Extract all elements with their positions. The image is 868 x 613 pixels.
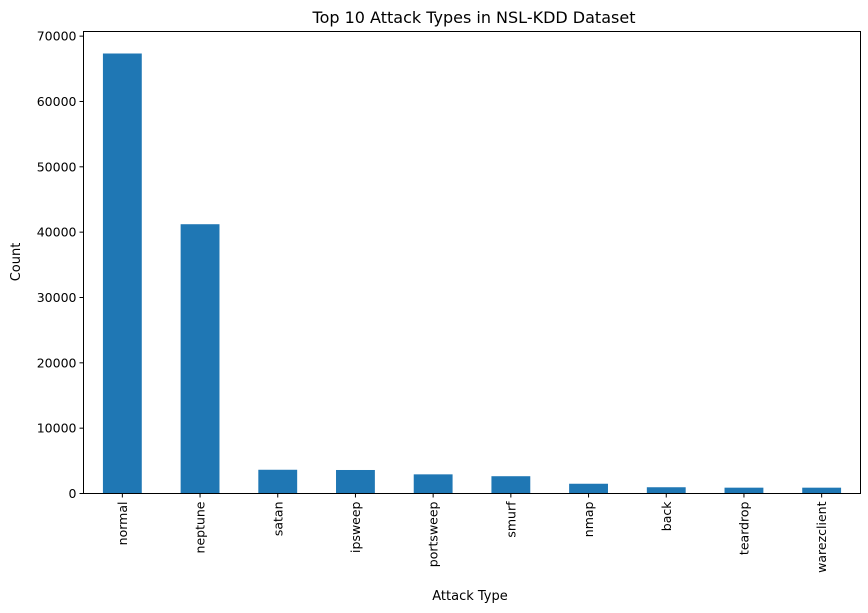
bar-nmap bbox=[569, 483, 608, 494]
y-tick-label-20000: 20000 bbox=[37, 355, 77, 370]
x-tick-label-nmap: nmap bbox=[581, 501, 596, 537]
y-axis: 0 10000 20000 30000 40000 50000 60000 70000 bbox=[37, 29, 84, 501]
x-tick-label-satan: satan bbox=[270, 502, 285, 537]
x-tick-label-normal: normal bbox=[115, 502, 130, 546]
bar-portsweep bbox=[413, 474, 453, 494]
bar-warezclient bbox=[802, 487, 842, 494]
y-tick-label-30000: 30000 bbox=[37, 290, 77, 305]
y-tick-label-50000: 50000 bbox=[37, 159, 77, 174]
bar-neptune bbox=[180, 224, 220, 494]
y-tick-label-40000: 40000 bbox=[37, 225, 77, 240]
bar-teardrop bbox=[724, 487, 764, 494]
x-tick-label-warezclient: warezclient bbox=[814, 501, 829, 572]
y-axis-label: Count bbox=[9, 243, 24, 282]
bar-ipsweep bbox=[336, 469, 375, 494]
chart-title: Top 10 Attack Types in NSL-KDD Dataset bbox=[312, 8, 636, 27]
x-tick-label-portsweep: portsweep bbox=[426, 501, 441, 567]
x-axis-label: Attack Type bbox=[432, 589, 508, 604]
x-tick-label-smurf: smurf bbox=[503, 501, 518, 538]
y-tick-label-0: 0 bbox=[69, 486, 77, 501]
axes-frame bbox=[83, 31, 861, 494]
y-tick-label-70000: 70000 bbox=[37, 29, 77, 44]
x-tick-label-teardrop: teardrop bbox=[736, 501, 751, 555]
bar-smurf bbox=[491, 476, 531, 494]
bar-back bbox=[646, 487, 686, 494]
y-tick-label-60000: 60000 bbox=[37, 94, 77, 109]
bar-normal bbox=[102, 53, 142, 494]
plot-area bbox=[102, 53, 842, 494]
x-tick-label-neptune: neptune bbox=[193, 501, 208, 553]
x-tick-label-ipsweep: ipsweep bbox=[348, 501, 363, 553]
y-tick-label-10000: 10000 bbox=[37, 421, 77, 436]
bar-satan bbox=[258, 469, 298, 494]
x-axis: normal neptune satan ipsweep portsweep smurf n… bbox=[115, 493, 829, 573]
x-tick-label-back: back bbox=[659, 501, 674, 531]
